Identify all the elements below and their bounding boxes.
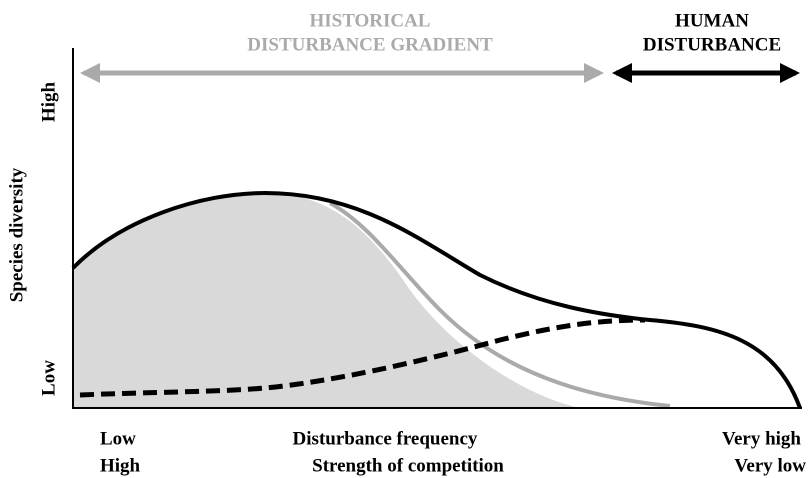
x-left: High (100, 455, 141, 476)
x-right: Very low (734, 455, 806, 476)
historical-label: HISTORICAL (309, 10, 430, 31)
x-label: Disturbance frequency (293, 428, 478, 449)
historical-label: DISTURBANCE GRADIENT (247, 34, 493, 55)
y-low: Low (38, 360, 59, 396)
gray-curve (329, 201, 671, 408)
human-label: DISTURBANCE (643, 34, 781, 55)
total-curve (71, 190, 802, 409)
competitive-area (73, 193, 580, 408)
x-right: Very high (722, 428, 801, 449)
y-high: High (38, 82, 59, 123)
y-axis-label: Species diversity (6, 167, 27, 302)
x-left: Low (100, 428, 136, 449)
x-label: Strength of competition (312, 455, 504, 476)
human-label: HUMAN (675, 10, 749, 31)
